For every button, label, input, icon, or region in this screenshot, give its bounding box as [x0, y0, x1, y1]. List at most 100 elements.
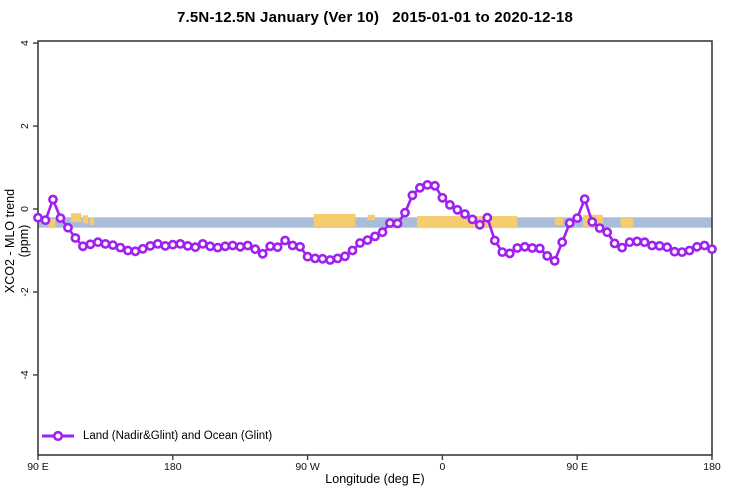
x-tick-label: 0: [439, 461, 445, 473]
x-axis-label: Longitude (deg E): [325, 472, 425, 486]
data-point: [489, 235, 500, 246]
x-tick-label: 90 E: [566, 461, 588, 473]
land-mark: [620, 218, 634, 229]
legend-marker: [42, 430, 74, 442]
data-point: [242, 240, 253, 251]
data-point: [100, 238, 111, 249]
data-point: [145, 240, 156, 251]
data-point: [108, 240, 118, 250]
land-mark: [48, 218, 56, 229]
data-point: [55, 213, 66, 223]
data-point: [692, 241, 702, 252]
data-point: [340, 251, 350, 262]
y-axis-label: XCO2 - MLO trend (ppm): [3, 188, 31, 294]
data-point: [272, 242, 283, 253]
data-point: [317, 253, 328, 264]
data-point: [280, 235, 290, 246]
data-point: [325, 255, 335, 265]
data-point: [33, 212, 43, 223]
data-point: [227, 240, 238, 251]
data-point: [459, 209, 470, 219]
data-point: [48, 194, 58, 205]
data-point: [437, 192, 448, 203]
data-point: [482, 212, 493, 223]
data-point: [355, 238, 365, 248]
data-point: [347, 245, 358, 256]
data-point: [452, 204, 463, 215]
data-point: [662, 242, 672, 253]
data-point: [167, 239, 178, 250]
data-point: [617, 242, 627, 253]
y-tick-label: 4: [19, 40, 31, 46]
data-point: [250, 244, 261, 255]
legend: Land (Nadir&Glint) and Ocean (Glint): [41, 429, 272, 443]
y-tick-label: -2: [19, 287, 31, 296]
data-point: [257, 248, 268, 259]
x-tick-label: 180: [164, 461, 182, 473]
data-point: [512, 243, 523, 253]
data-point: [78, 241, 88, 252]
data-point: [190, 242, 201, 253]
y-tick-label: 2: [19, 123, 31, 129]
y-tick-label: -4: [19, 370, 31, 379]
data-point: [497, 247, 508, 257]
data-point: [400, 207, 410, 218]
data-point: [602, 227, 613, 238]
legend-label: Land (Nadir&Glint) and Ocean (Glint): [83, 430, 273, 442]
data-point: [609, 238, 620, 249]
data-point: [564, 218, 575, 228]
data-point: [654, 240, 665, 251]
land-mark: [82, 215, 89, 224]
data-point: [377, 227, 388, 238]
data-point: [707, 244, 717, 255]
data-point: [624, 237, 635, 248]
data-point: [699, 240, 710, 251]
data-point: [362, 235, 373, 245]
data-point: [519, 241, 530, 252]
legend-circle-icon: [52, 430, 64, 442]
land-mark: [70, 213, 82, 222]
data-point: [123, 245, 133, 256]
data-point: [70, 233, 81, 243]
data-point: [684, 245, 695, 256]
data-point: [572, 213, 583, 223]
data-point: [542, 250, 553, 261]
data-point: [63, 222, 73, 233]
data-point: [265, 241, 276, 252]
data-point: [527, 243, 538, 253]
data-point: [295, 241, 305, 252]
data-point: [310, 253, 320, 264]
data-point: [594, 223, 605, 233]
data-point: [429, 180, 440, 191]
data-point: [677, 247, 687, 257]
ocean-reference-band: [38, 217, 712, 228]
data-point: [549, 255, 560, 266]
data-point: [467, 214, 478, 225]
data-point: [587, 216, 598, 227]
land-mark: [416, 216, 518, 229]
data-point: [235, 241, 246, 252]
data-point: [160, 240, 171, 251]
data-point: [287, 240, 298, 251]
data-point: [474, 219, 485, 230]
data-point: [444, 199, 455, 210]
data-point: [392, 218, 403, 229]
data-point: [175, 238, 186, 249]
land-mark: [313, 213, 356, 227]
data-point: [504, 248, 515, 259]
land-mark: [89, 217, 95, 225]
data-point: [212, 242, 223, 253]
data-point: [115, 242, 126, 253]
land-mark: [367, 214, 375, 221]
land-mark: [554, 216, 563, 226]
x-tick-label: 90 W: [295, 461, 320, 473]
data-point: [152, 238, 163, 249]
data-point: [220, 241, 231, 252]
page-title: 7.5N-12.5N January (Ver 10) 2015-01-01 t…: [176, 9, 574, 26]
data-point: [579, 194, 590, 204]
data-point: [205, 241, 216, 252]
data-point: [647, 240, 657, 251]
data-point: [385, 218, 395, 228]
data-point: [632, 236, 642, 247]
